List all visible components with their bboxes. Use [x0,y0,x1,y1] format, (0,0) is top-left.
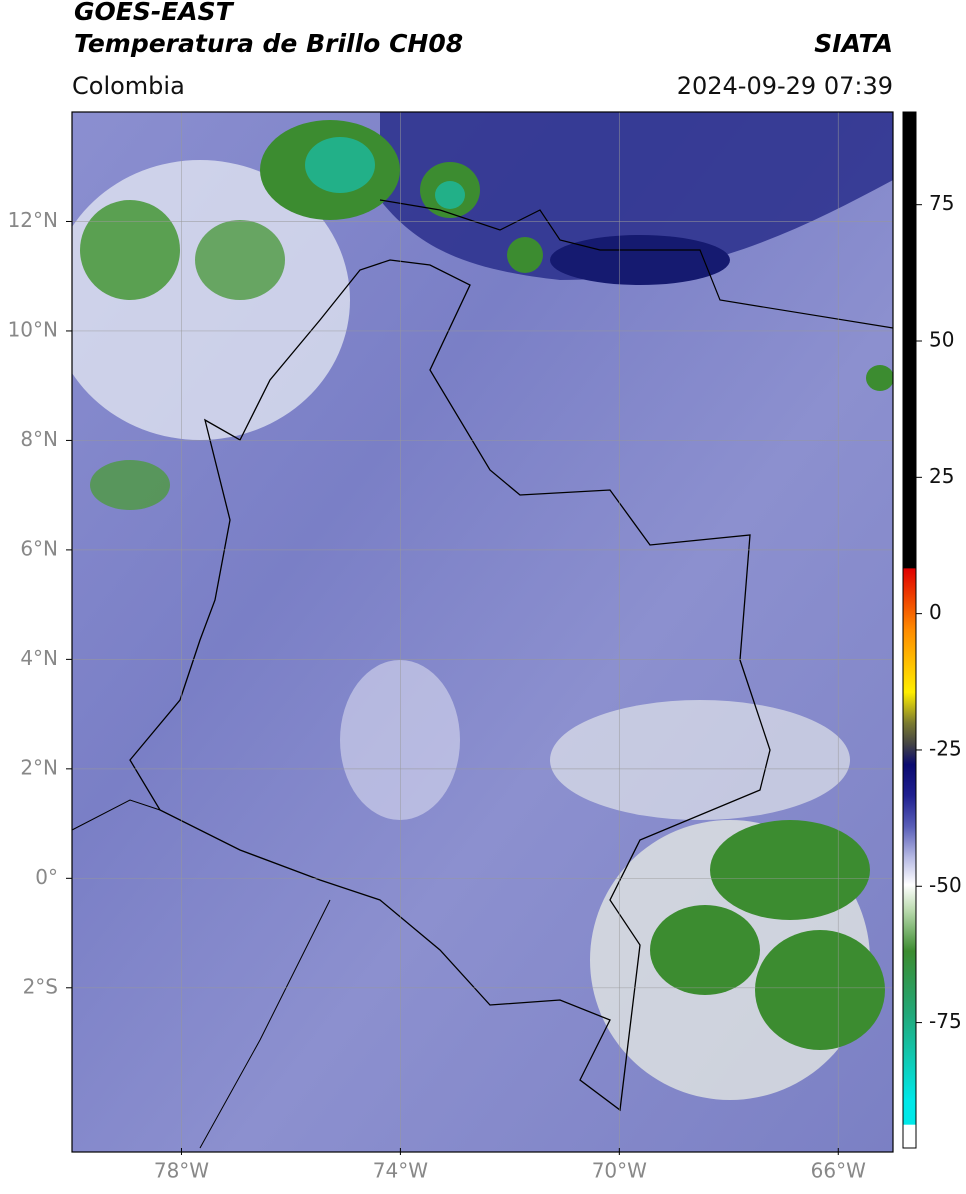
y-tick-label: 6°N [20,536,58,560]
x-tick-label: 78°W [154,1159,209,1183]
colorbar-tick-label: -25 [929,736,962,760]
colorbar [902,111,917,1149]
brand: SIATA [814,29,893,58]
colorbar-tick-label: -50 [929,873,962,897]
colorbar-tick-label: -75 [929,1009,962,1033]
y-tick-label: 12°N [8,208,58,232]
y-tick-label: 2°S [23,974,58,998]
y-tick-label: 4°N [20,646,58,670]
y-tick-label: 0° [35,865,58,889]
x-tick-label: 70°W [592,1159,647,1183]
subtitle: Temperatura de Brillo CH08 [74,29,463,58]
map-frame [71,111,894,1153]
colorbar-tick-label: 25 [929,464,954,488]
y-tick-label: 2°N [20,755,58,779]
y-tick-label: 10°N [8,317,58,341]
title: GOES-EAST [74,0,235,26]
colorbar-tick-label: 75 [929,191,954,215]
y-tick-label: 8°N [20,427,58,451]
grid [72,112,893,1152]
satellite-image [72,112,893,1152]
colorbar-tick-label: 0 [929,600,942,624]
x-tick-label: 66°W [811,1159,866,1183]
colorbar-tick-label: 50 [929,328,954,352]
x-tick-label: 74°W [373,1159,428,1183]
timestamp: 2024-09-29 07:39 [677,72,893,100]
region: Colombia [72,72,185,100]
